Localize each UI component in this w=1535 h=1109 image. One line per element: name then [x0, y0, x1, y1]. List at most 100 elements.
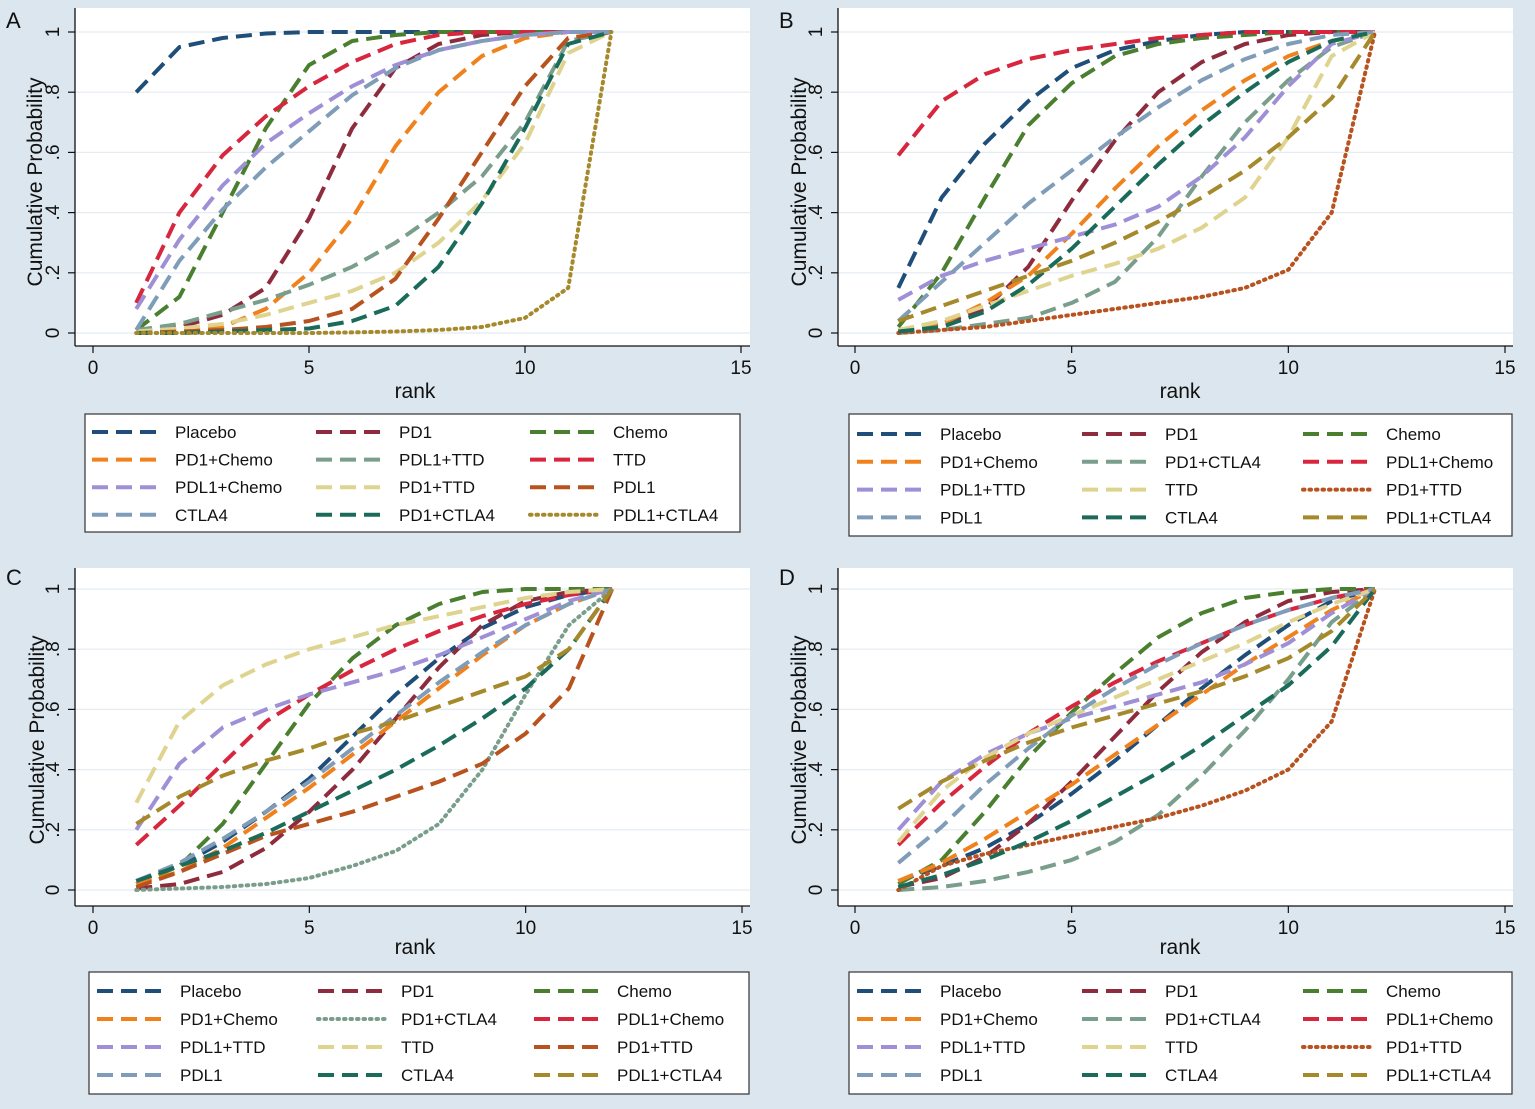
legend: Placebo PD1 Chemo PD1+Chemo PD1+CTLA4 PDL1+Ch… — [88, 971, 750, 1095]
legend-label: Placebo — [940, 982, 1001, 1001]
series-line-pd1 — [898, 30, 1375, 332]
series-line-ctla4 — [134, 30, 612, 332]
y-tick-label: .6 — [806, 701, 827, 717]
legend: Placebo PD1 Chemo PD1+Chemo PDL1+TTD TTD PDL1+… — [84, 413, 741, 533]
y-tick-label: 1 — [806, 584, 827, 595]
series-line-pdl1-plus-chemo — [134, 30, 612, 310]
x-tick-label: 15 — [730, 358, 751, 379]
legend-box — [84, 413, 741, 533]
y-tick-label: 0 — [806, 885, 827, 896]
series-lines — [896, 30, 1377, 335]
series-lines — [896, 587, 1377, 892]
series-line-pd1 — [136, 587, 613, 891]
legend-label: CTLA4 — [401, 1066, 454, 1085]
series-lines — [134, 587, 615, 892]
legend-label: TTD — [1165, 481, 1198, 500]
y-tick-label: .2 — [806, 265, 827, 281]
series-line-ctla4 — [135, 587, 614, 883]
legend-label: PD1+TTD — [617, 1038, 693, 1057]
legend-label: PD1+TTD — [1386, 481, 1462, 500]
legend-label: PD1+TTD — [399, 478, 475, 497]
legend-label: PD1 — [399, 423, 432, 442]
series-line-pd1-plus-ctla4 — [898, 587, 1377, 892]
y-tick-label: 1 — [806, 27, 827, 38]
x-tick-label: 15 — [1494, 358, 1515, 379]
legend-label: PD1 — [1165, 982, 1198, 1001]
x-axis-title: rank — [1160, 936, 1201, 959]
series-line-ttd — [896, 587, 1376, 844]
series-line-pdl1-plus-chemo — [896, 30, 1375, 157]
y-tick-label: .8 — [806, 84, 827, 100]
legend-label: TTD — [401, 1038, 434, 1057]
series-line-pdl1-plus-chemo — [134, 587, 613, 847]
series-lines — [134, 30, 614, 335]
legend-label: PD1 — [401, 982, 434, 1001]
series-line-ttd — [897, 30, 1376, 332]
y-tick-label: .6 — [43, 701, 64, 717]
legend-label: PD1 — [1165, 425, 1198, 444]
series-line-pd1-plus-ctla4 — [134, 587, 615, 892]
legend-label: Chemo — [1386, 425, 1441, 444]
legend-label: PD1+Chemo — [180, 1010, 278, 1029]
y-tick-label: .4 — [806, 761, 827, 777]
series-line-pdl1-plus-ttd — [135, 30, 612, 332]
series-line-placebo — [897, 587, 1376, 883]
x-tick-label: 5 — [304, 918, 315, 939]
x-tick-label: 10 — [1278, 358, 1299, 379]
series-line-pd1-plus-ttd — [896, 587, 1377, 892]
legend-label: PDL1+CTLA4 — [1386, 508, 1491, 527]
x-axis-title: rank — [395, 936, 436, 959]
legend-box — [848, 413, 1513, 537]
series-line-pdl1 — [897, 587, 1376, 865]
legend-label: PDL1 — [940, 508, 983, 527]
series-line-pd1-plus-chemo — [136, 30, 612, 335]
legend-label: PD1+CTLA4 — [1165, 453, 1261, 472]
y-axis-title: Cumulative Probability — [26, 635, 49, 844]
legend-label: CTLA4 — [1165, 508, 1218, 527]
x-tick-label: 10 — [515, 918, 536, 939]
legend-box — [848, 971, 1513, 1095]
plot-area — [838, 8, 1513, 346]
legend-label: PDL1+TTD — [940, 481, 1026, 500]
legend-label: PDL1+TTD — [399, 451, 485, 470]
legend-label: PD1+Chemo — [940, 453, 1038, 472]
series-line-pdl1 — [896, 30, 1376, 323]
y-tick-label: 0 — [806, 328, 827, 339]
y-axis-title: Cumulative Probability — [788, 635, 811, 844]
x-tick-label: 5 — [304, 358, 315, 379]
y-tick-label: .2 — [43, 822, 64, 838]
y-tick-label: .4 — [806, 204, 827, 220]
legend-label: TTD — [1165, 1038, 1198, 1057]
panel-letter: A — [6, 8, 21, 33]
x-tick-label: 0 — [850, 358, 861, 379]
series-line-pdl1-plus-ttd — [134, 587, 613, 831]
panel-letter: D — [779, 565, 795, 590]
legend-label: Chemo — [617, 982, 672, 1001]
series-line-ttd — [134, 30, 612, 304]
plot-area — [75, 8, 750, 346]
plot-area — [75, 568, 750, 906]
y-tick-label: .2 — [43, 265, 64, 281]
legend-label: CTLA4 — [1165, 1066, 1218, 1085]
x-tick-label: 15 — [1494, 918, 1515, 939]
legend-label: PDL1 — [940, 1066, 983, 1085]
series-line-pdl1-plus-ttd — [897, 30, 1376, 302]
x-tick-label: 5 — [1066, 918, 1077, 939]
x-tick-label: 0 — [850, 918, 861, 939]
legend-label: CTLA4 — [175, 506, 228, 525]
y-axis-title: Cumulative Probability — [24, 77, 47, 286]
series-line-placebo — [135, 587, 613, 883]
series-line-pdl1-plus-chemo — [896, 587, 1376, 847]
y-tick-label: .8 — [43, 84, 64, 100]
legend-label: PDL1+Chemo — [1386, 453, 1493, 472]
plot-area — [838, 568, 1513, 906]
y-tick-label: .8 — [806, 641, 827, 657]
legend-box — [88, 971, 750, 1095]
legend-label: PDL1+TTD — [940, 1038, 1026, 1057]
legend-label: PDL1 — [613, 478, 656, 497]
legend: Placebo PD1 Chemo PD1+Chemo PD1+CTLA4 PDL1+Ch… — [848, 413, 1513, 537]
